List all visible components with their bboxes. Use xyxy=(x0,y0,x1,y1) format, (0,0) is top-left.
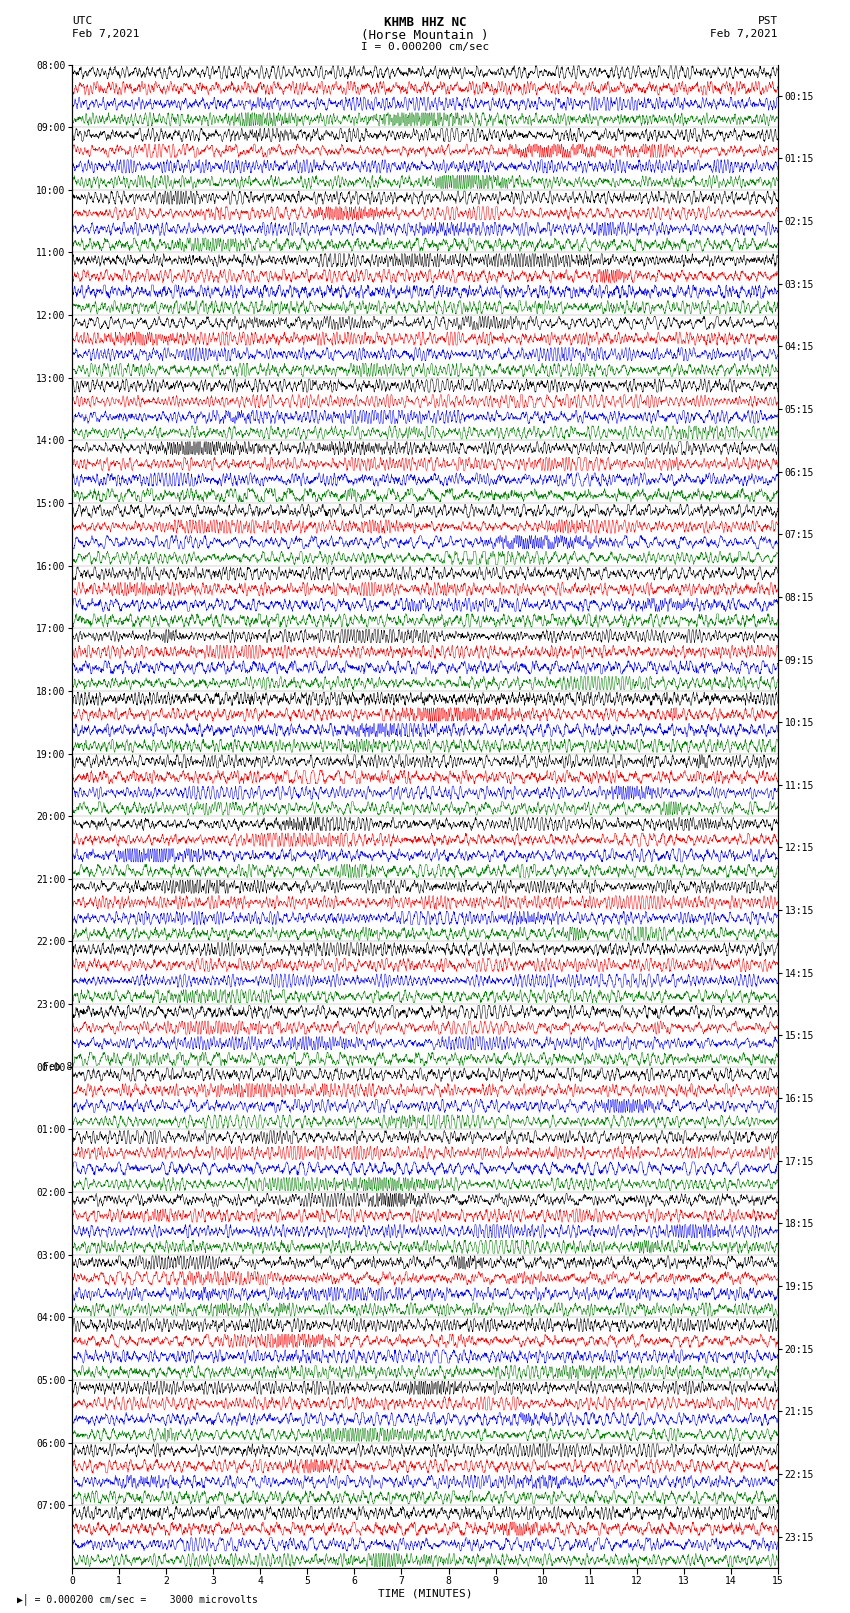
Text: (Horse Mountain ): (Horse Mountain ) xyxy=(361,29,489,42)
Text: Feb 7,2021: Feb 7,2021 xyxy=(72,29,139,39)
Text: KHMB HHZ NC: KHMB HHZ NC xyxy=(383,16,467,29)
X-axis label: TIME (MINUTES): TIME (MINUTES) xyxy=(377,1589,473,1598)
Text: PST: PST xyxy=(757,16,778,26)
Text: Feb 8: Feb 8 xyxy=(42,1061,72,1071)
Text: Feb 7,2021: Feb 7,2021 xyxy=(711,29,778,39)
Text: I = 0.000200 cm/sec: I = 0.000200 cm/sec xyxy=(361,42,489,52)
Text: ▶│ = 0.000200 cm/sec =    3000 microvolts: ▶│ = 0.000200 cm/sec = 3000 microvolts xyxy=(17,1594,258,1605)
Text: UTC: UTC xyxy=(72,16,93,26)
